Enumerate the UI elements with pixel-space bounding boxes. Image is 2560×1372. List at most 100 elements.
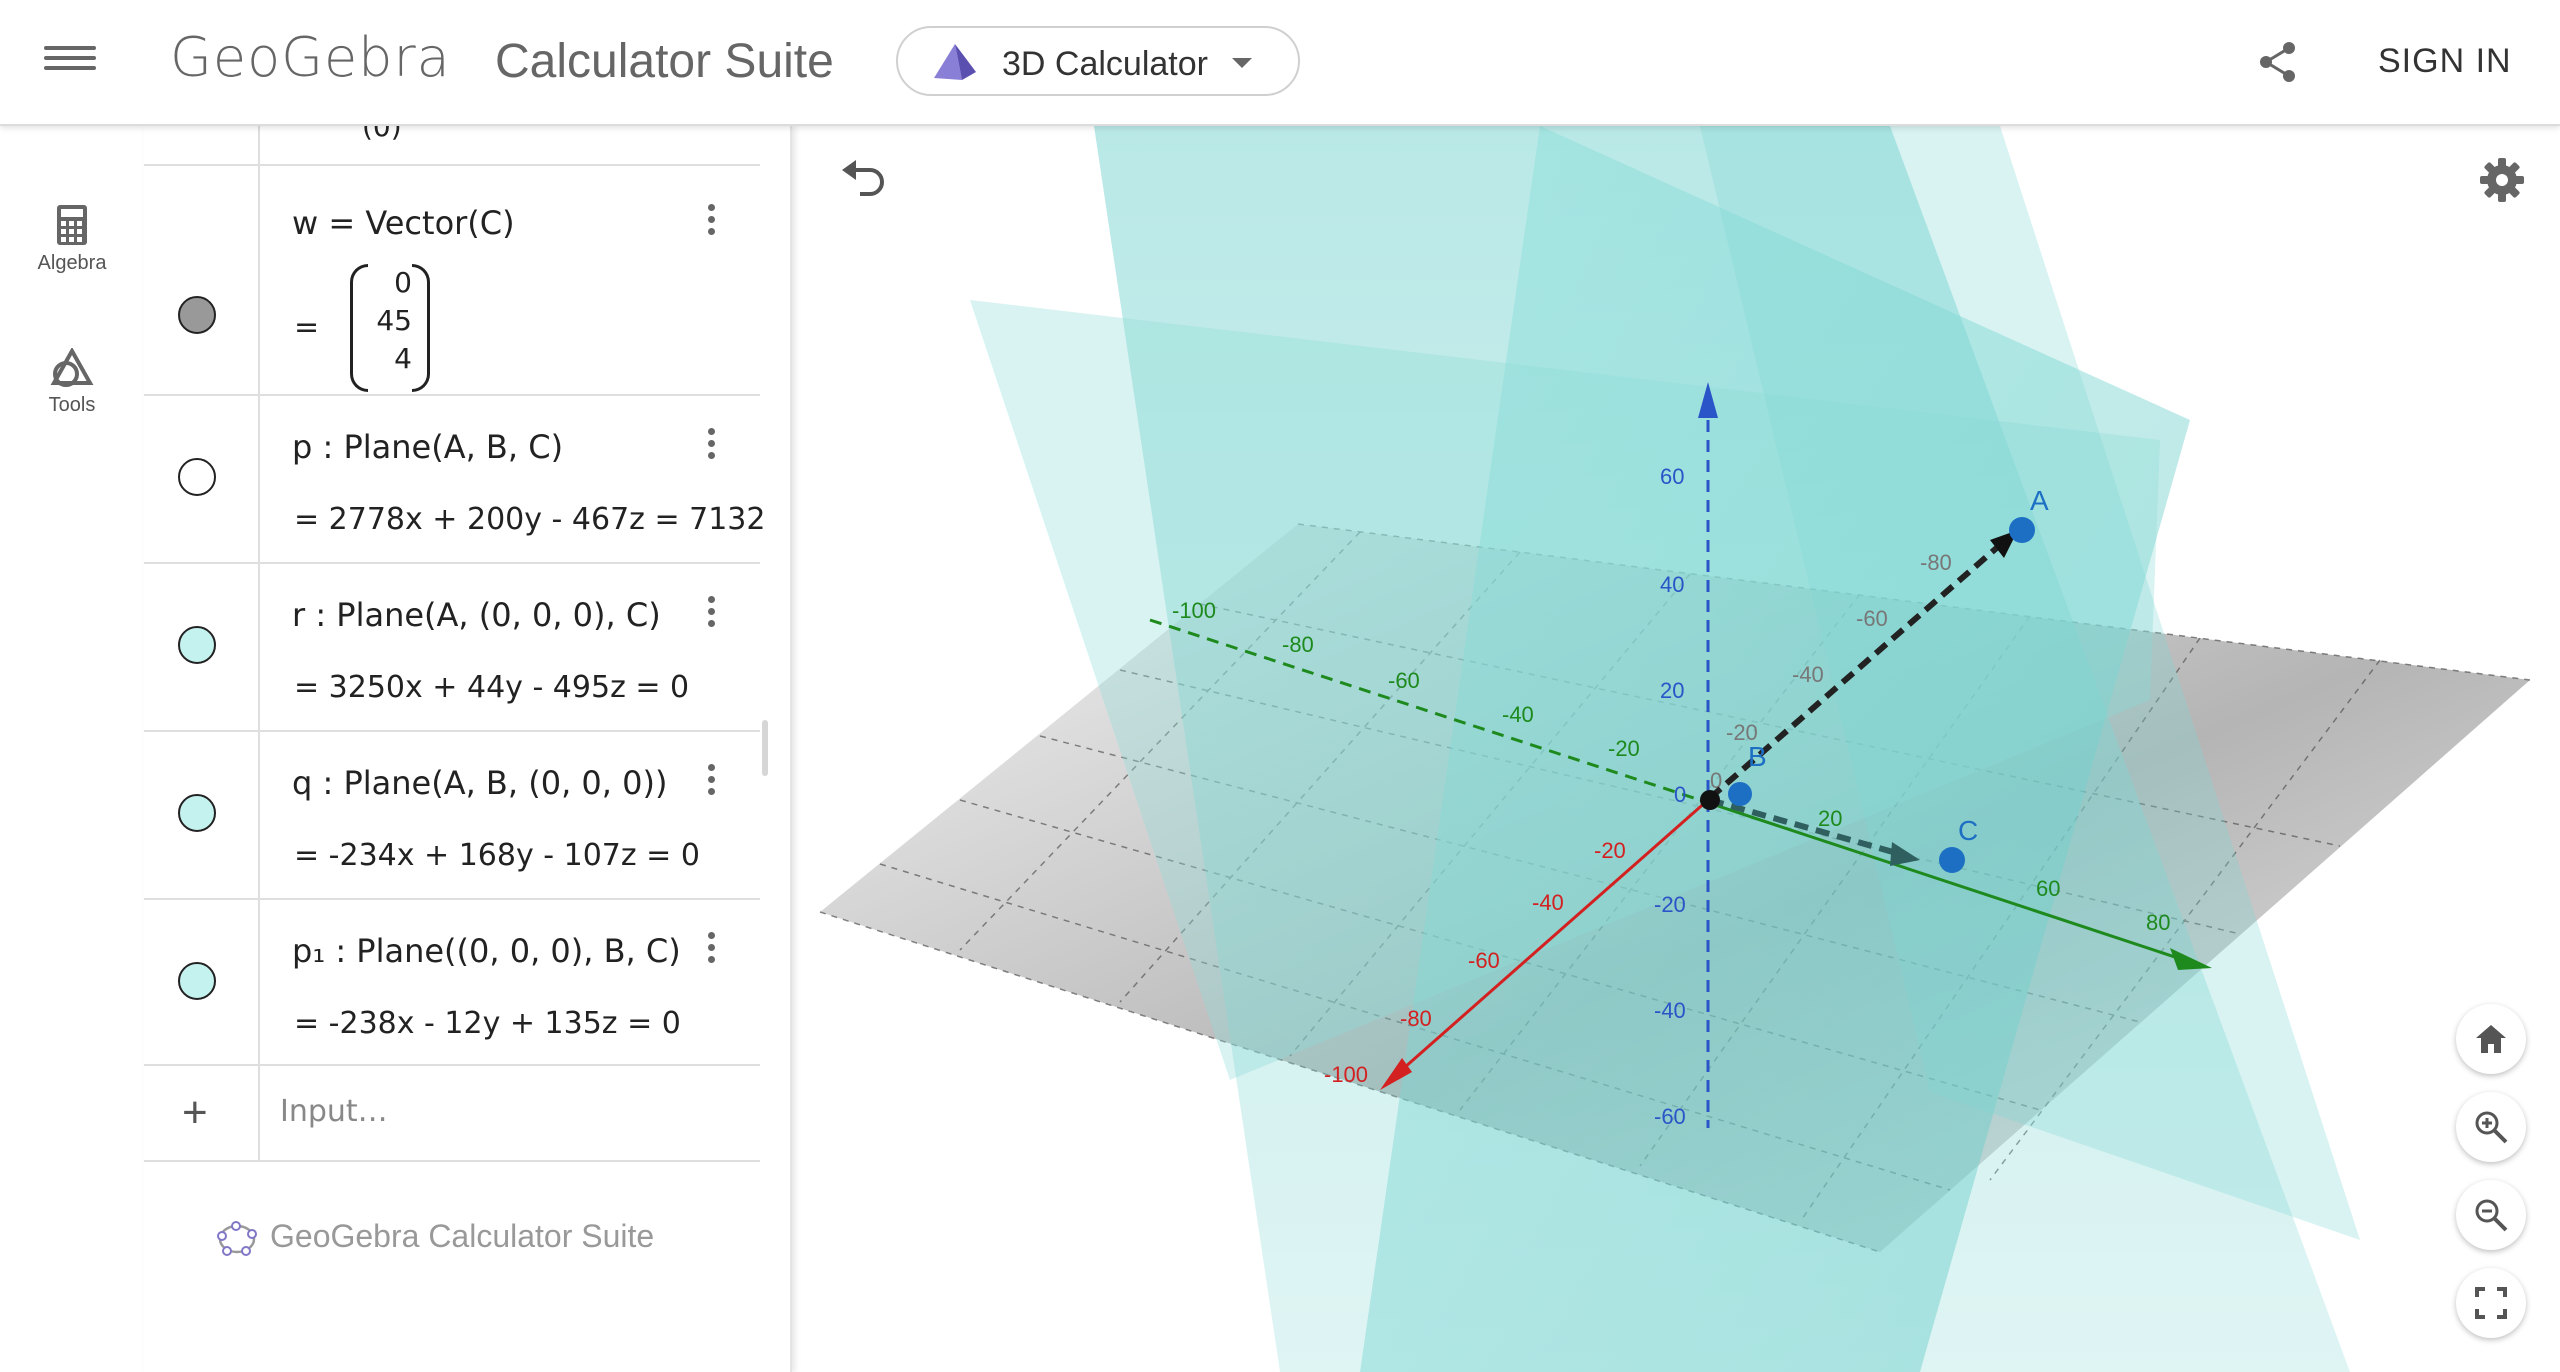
tools-icon [50,348,94,387]
y-tick: -60 [1388,668,1420,693]
suite-footer[interactable]: GeoGebra Calculator Suite [216,1218,654,1257]
home-icon [2476,1025,2506,1053]
z-tick: 40 [1660,572,1684,597]
sidebar-item-label: Tools [48,394,96,416]
point-label: A [2030,485,2049,516]
app-title: Calculator Suite [495,35,834,88]
point-label: B [1748,741,1767,772]
fullscreen-icon [2475,1287,2507,1319]
top-app-bar: GeoGebra Calculator Suite 3D Calculator … [0,0,2560,126]
visibility-toggle[interactable] [178,794,216,832]
algebra-input[interactable]: Input… [280,1094,388,1129]
pyramid-icon [934,44,976,80]
x-tick: -80 [1400,1006,1432,1031]
scrollbar[interactable] [762,720,768,776]
x-axis [1387,798,1709,1084]
definition[interactable]: p₁ : Plane((0, 0, 0), B, C) [292,932,681,970]
definition[interactable]: w = Vector(C) [292,204,515,242]
ray-tick: -80 [1920,550,1952,575]
suite-footer-text: GeoGebra Calculator Suite [270,1218,655,1254]
point-A[interactable] [2009,517,2035,543]
value: = -238x - 12y + 135z = 0 [294,1006,681,1041]
value: = 2778x + 200y - 467z = 7132 [294,502,766,537]
calculator-select-label: 3D Calculator [1002,45,1208,83]
vector-w [1709,797,1901,857]
zoom-out-icon [2475,1199,2508,1232]
more-options-icon[interactable] [706,428,716,468]
sign-in-button[interactable]: SIGN IN [2378,42,2512,80]
y-axis [1149,618,1701,802]
add-icon[interactable]: + [182,1088,208,1137]
gear-icon[interactable] [2478,156,2526,204]
zoom-out-button[interactable] [2456,1180,2526,1250]
y-tick: -20 [1608,736,1640,761]
vector-value: 0 45 4 [350,264,430,394]
zoom-in-icon [2475,1111,2508,1144]
z-tick: 60 [1660,464,1684,489]
definition[interactable]: q : Plane(A, B, (0, 0, 0)) [292,764,668,802]
algebra-view: (0) w = Vector(C) = 0 45 4 p : Plane(A, … [144,126,792,1372]
x-tick: -60 [1468,948,1500,973]
z-tick: -20 [1654,892,1686,917]
y-tick: -80 [1282,632,1314,657]
more-options-icon[interactable] [706,764,716,804]
x-tick: -40 [1532,890,1564,915]
visibility-toggle[interactable] [178,296,216,334]
algebra-row-r[interactable]: r : Plane(A, (0, 0, 0), C) = 3250x + 44y… [144,564,760,732]
algebra-row-q[interactable]: q : Plane(A, B, (0, 0, 0)) = -234x + 168… [144,732,760,900]
calculator-icon [57,205,87,245]
ray-tick: 0 [1710,768,1722,793]
y-tick: 20 [1818,806,1842,831]
algebra-row-w[interactable]: w = Vector(C) = 0 45 4 [144,166,760,396]
sidebar-item-algebra[interactable]: Algebra [0,204,144,275]
share-icon[interactable] [2256,40,2300,84]
z-tick: 0 [1674,782,1686,807]
definition[interactable]: r : Plane(A, (0, 0, 0), C) [292,596,661,634]
more-options-icon[interactable] [706,204,716,244]
y-tick: -100 [1172,598,1216,623]
x-tick: -100 [1324,1062,1368,1087]
algebra-row-p[interactable]: p : Plane(A, B, C) = 2778x + 200y - 467z… [144,396,765,564]
undo-icon[interactable] [840,160,886,198]
vector-y: 45 [376,304,412,337]
list-item[interactable]: (0) [144,126,760,166]
definition[interactable]: p : Plane(A, B, C) [292,428,564,466]
ray-tick: -20 [1726,720,1758,745]
z-tick: 20 [1660,678,1684,703]
algebra-row-p1[interactable]: p₁ : Plane((0, 0, 0), B, C) = -238x - 12… [144,900,760,1066]
visibility-toggle[interactable] [178,458,216,496]
visibility-toggle[interactable] [178,626,216,664]
ray-tick: -40 [1792,662,1824,687]
sidebar-item-tools[interactable]: Tools [0,348,144,417]
z-tick: -60 [1654,1104,1686,1129]
zoom-in-button[interactable] [2456,1092,2526,1162]
value: = 3250x + 44y - 495z = 0 [294,670,690,705]
origin-point [1700,790,1720,810]
point-B[interactable] [1728,782,1752,806]
menu-icon[interactable] [44,40,96,84]
plane-q [970,300,2160,1080]
graphics-3d-view[interactable]: -20 -40 -60 -80 -100 -100 -80 -60 -40 -2… [792,126,2560,1372]
more-options-icon[interactable] [706,596,716,636]
visibility-toggle[interactable] [178,962,216,1000]
value-prefix: = [294,310,320,345]
calculator-select[interactable]: 3D Calculator [896,26,1300,96]
geogebra-logo[interactable]: GeoGebra [170,26,451,89]
perspective-sidebar: Algebra Tools [0,126,144,1372]
point-C[interactable] [1939,847,1965,873]
y-tick: 80 [2146,910,2170,935]
y-tick: 60 [2036,876,2060,901]
value: = -234x + 168y - 107z = 0 [294,838,700,873]
plane-r [1360,126,2190,1372]
ray-tick: -60 [1856,606,1888,631]
chevron-down-icon [1232,58,1252,68]
vector-x: 0 [394,266,412,299]
algebra-input-row[interactable]: + Input… [144,1064,760,1162]
geogebra-logo-icon [217,1220,257,1256]
y-tick: -40 [1502,702,1534,727]
partial-value: (0) [362,126,402,143]
more-options-icon[interactable] [706,932,716,972]
fullscreen-button[interactable] [2456,1268,2526,1338]
home-button[interactable] [2456,1004,2526,1074]
point-label: C [1958,815,1978,846]
